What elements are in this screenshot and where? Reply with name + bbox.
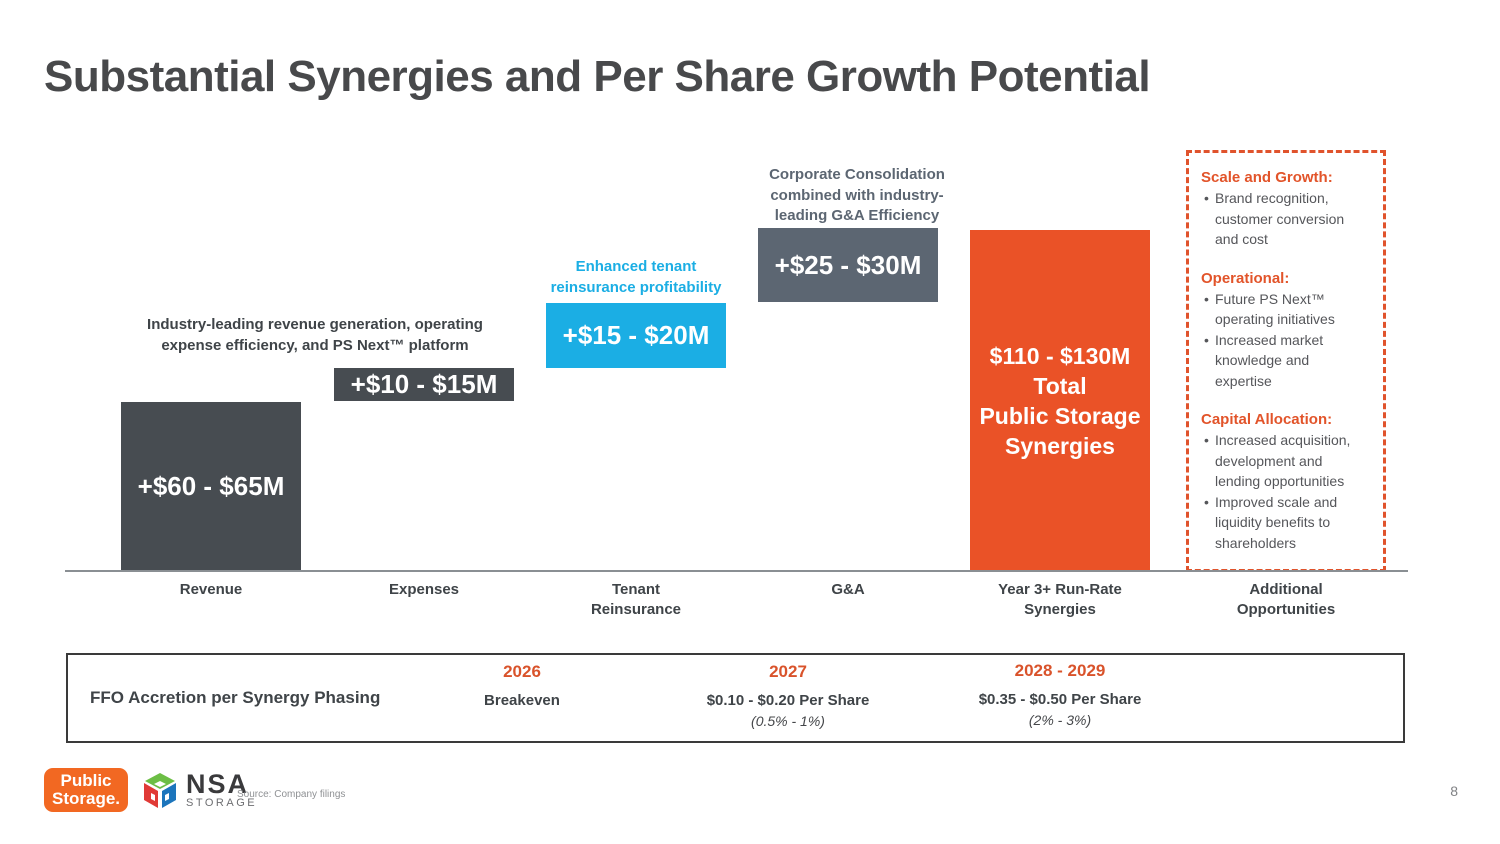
annotation-ga: Corporate Consolidation combined with in… <box>769 166 945 224</box>
bar-tenant-reinsurance-value: +$15 - $20M <box>562 320 710 350</box>
nsa-storage-logo: NSA STORAGE <box>140 771 257 816</box>
axis-label-additional-opportunities: Additional Opportunities <box>1236 581 1336 618</box>
page-title: Substantial Synergies and Per Share Grow… <box>44 52 1151 101</box>
opportunities-item: Improved scale and liquidity benefits to… <box>1201 492 1371 554</box>
bar-total-synergies: $110 - $130M Total Public Storage Synerg… <box>970 230 1150 571</box>
axis-label-expenses: Expenses <box>388 581 460 598</box>
phasing-value: $0.35 - $0.50 Per Share <box>978 691 1142 708</box>
phasing-year: 2028 - 2029 <box>1014 661 1106 680</box>
additional-opportunities-box: Scale and Growth: Brand recognition, cus… <box>1186 150 1386 572</box>
annotation-revenue: Industry-leading revenue generation, ope… <box>147 316 483 354</box>
bar-total-synergies-value: $110 - $130M Total Public Storage Synerg… <box>979 342 1141 459</box>
phasing-col-2028-2029: 2028 - 2029 $0.35 - $0.50 Per Share (2% … <box>930 660 1190 729</box>
opportunities-heading-scale-growth: Scale and Growth: <box>1201 169 1333 186</box>
nsa-logo-name: NSA <box>186 769 250 799</box>
annotation-tenant-reinsurance: Enhanced tenant reinsurance profitabilit… <box>550 258 722 296</box>
opportunities-item: Brand recognition, customer conversion a… <box>1201 188 1371 250</box>
phasing-note: (0.5% - 1%) <box>751 713 825 729</box>
nsa-logo-text: NSA STORAGE <box>186 769 258 810</box>
bar-expenses-value: +$10 - $15M <box>350 369 498 399</box>
axis-label-tenant-reinsurance: Tenant Reinsurance <box>590 581 682 618</box>
x-axis-line <box>65 570 1408 572</box>
bar-revenue-value: +$60 - $65M <box>137 471 285 501</box>
page-number: 8 <box>1450 783 1458 799</box>
nsa-logo-subtitle: STORAGE <box>186 797 258 809</box>
phasing-year: 2026 <box>503 662 541 681</box>
public-storage-logo-line2: Storage. <box>51 789 121 808</box>
source-note: Source: Company filings <box>237 789 346 800</box>
phasing-year: 2027 <box>769 662 807 681</box>
opportunities-item: Increased market knowledge and expertise <box>1201 330 1371 392</box>
axis-label-revenue: Revenue <box>179 581 243 598</box>
opportunities-item: Future PS Next™ operating initiatives <box>1201 289 1371 330</box>
opportunities-item: Increased acquisition, development and l… <box>1201 430 1371 492</box>
bar-ga-value: +$25 - $30M <box>774 249 922 280</box>
axis-label-total-synergies: Year 3+ Run-Rate Synergies <box>998 581 1122 618</box>
opportunities-heading-operational: Operational: <box>1201 269 1290 287</box>
bar-expenses: +$10 - $15M <box>334 368 514 401</box>
nsa-cube-icon <box>140 771 180 816</box>
phasing-col-2026: 2026 Breakeven <box>392 661 652 712</box>
bar-tenant-reinsurance: +$15 - $20M <box>546 303 726 368</box>
opportunities-heading-capital-allocation: Capital Allocation: <box>1201 411 1333 428</box>
ffo-row-label: FFO Accretion per Synergy Phasing <box>90 688 381 707</box>
public-storage-logo-line1: Public <box>60 771 112 790</box>
phasing-note: (2% - 3%) <box>1028 712 1092 728</box>
phasing-value: Breakeven <box>484 692 560 709</box>
axis-label-ga: G&A <box>831 581 865 598</box>
public-storage-logo: Public Storage. <box>44 768 128 812</box>
bar-ga: +$25 - $30M <box>758 228 938 302</box>
ffo-phasing-table <box>66 653 1405 743</box>
bar-revenue: +$60 - $65M <box>121 402 301 571</box>
phasing-col-2027: 2027 $0.10 - $0.20 Per Share (0.5% - 1%) <box>658 661 918 730</box>
phasing-value: $0.10 - $0.20 Per Share <box>706 692 870 709</box>
